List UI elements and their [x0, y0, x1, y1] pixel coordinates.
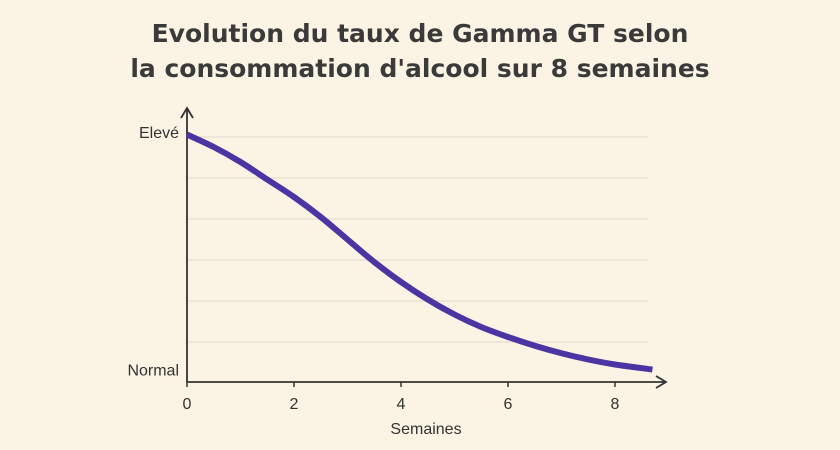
- x-tick-label: 4: [397, 396, 406, 413]
- x-tick-label: 8: [611, 396, 620, 413]
- series-line: [185, 131, 653, 373]
- chart-title-line-1: Evolution du taux de Gamma GT selon: [151, 19, 689, 48]
- chart-title: Evolution du taux de Gamma GT selon la c…: [0, 16, 840, 86]
- y-tick-label: Elevé: [139, 125, 179, 142]
- chart-title-line-2: la consommation d'alcool sur 8 semaines: [130, 54, 710, 83]
- x-tick-label: 6: [504, 396, 513, 413]
- x-tick-label: 0: [183, 396, 192, 413]
- x-axis-arrow-icon: [655, 375, 668, 389]
- x-axis-label: Semaines: [390, 421, 461, 438]
- y-axis-arrow-icon: [180, 106, 194, 119]
- x-tick-label: 2: [290, 396, 299, 413]
- y-tick-label: Normal: [127, 363, 179, 380]
